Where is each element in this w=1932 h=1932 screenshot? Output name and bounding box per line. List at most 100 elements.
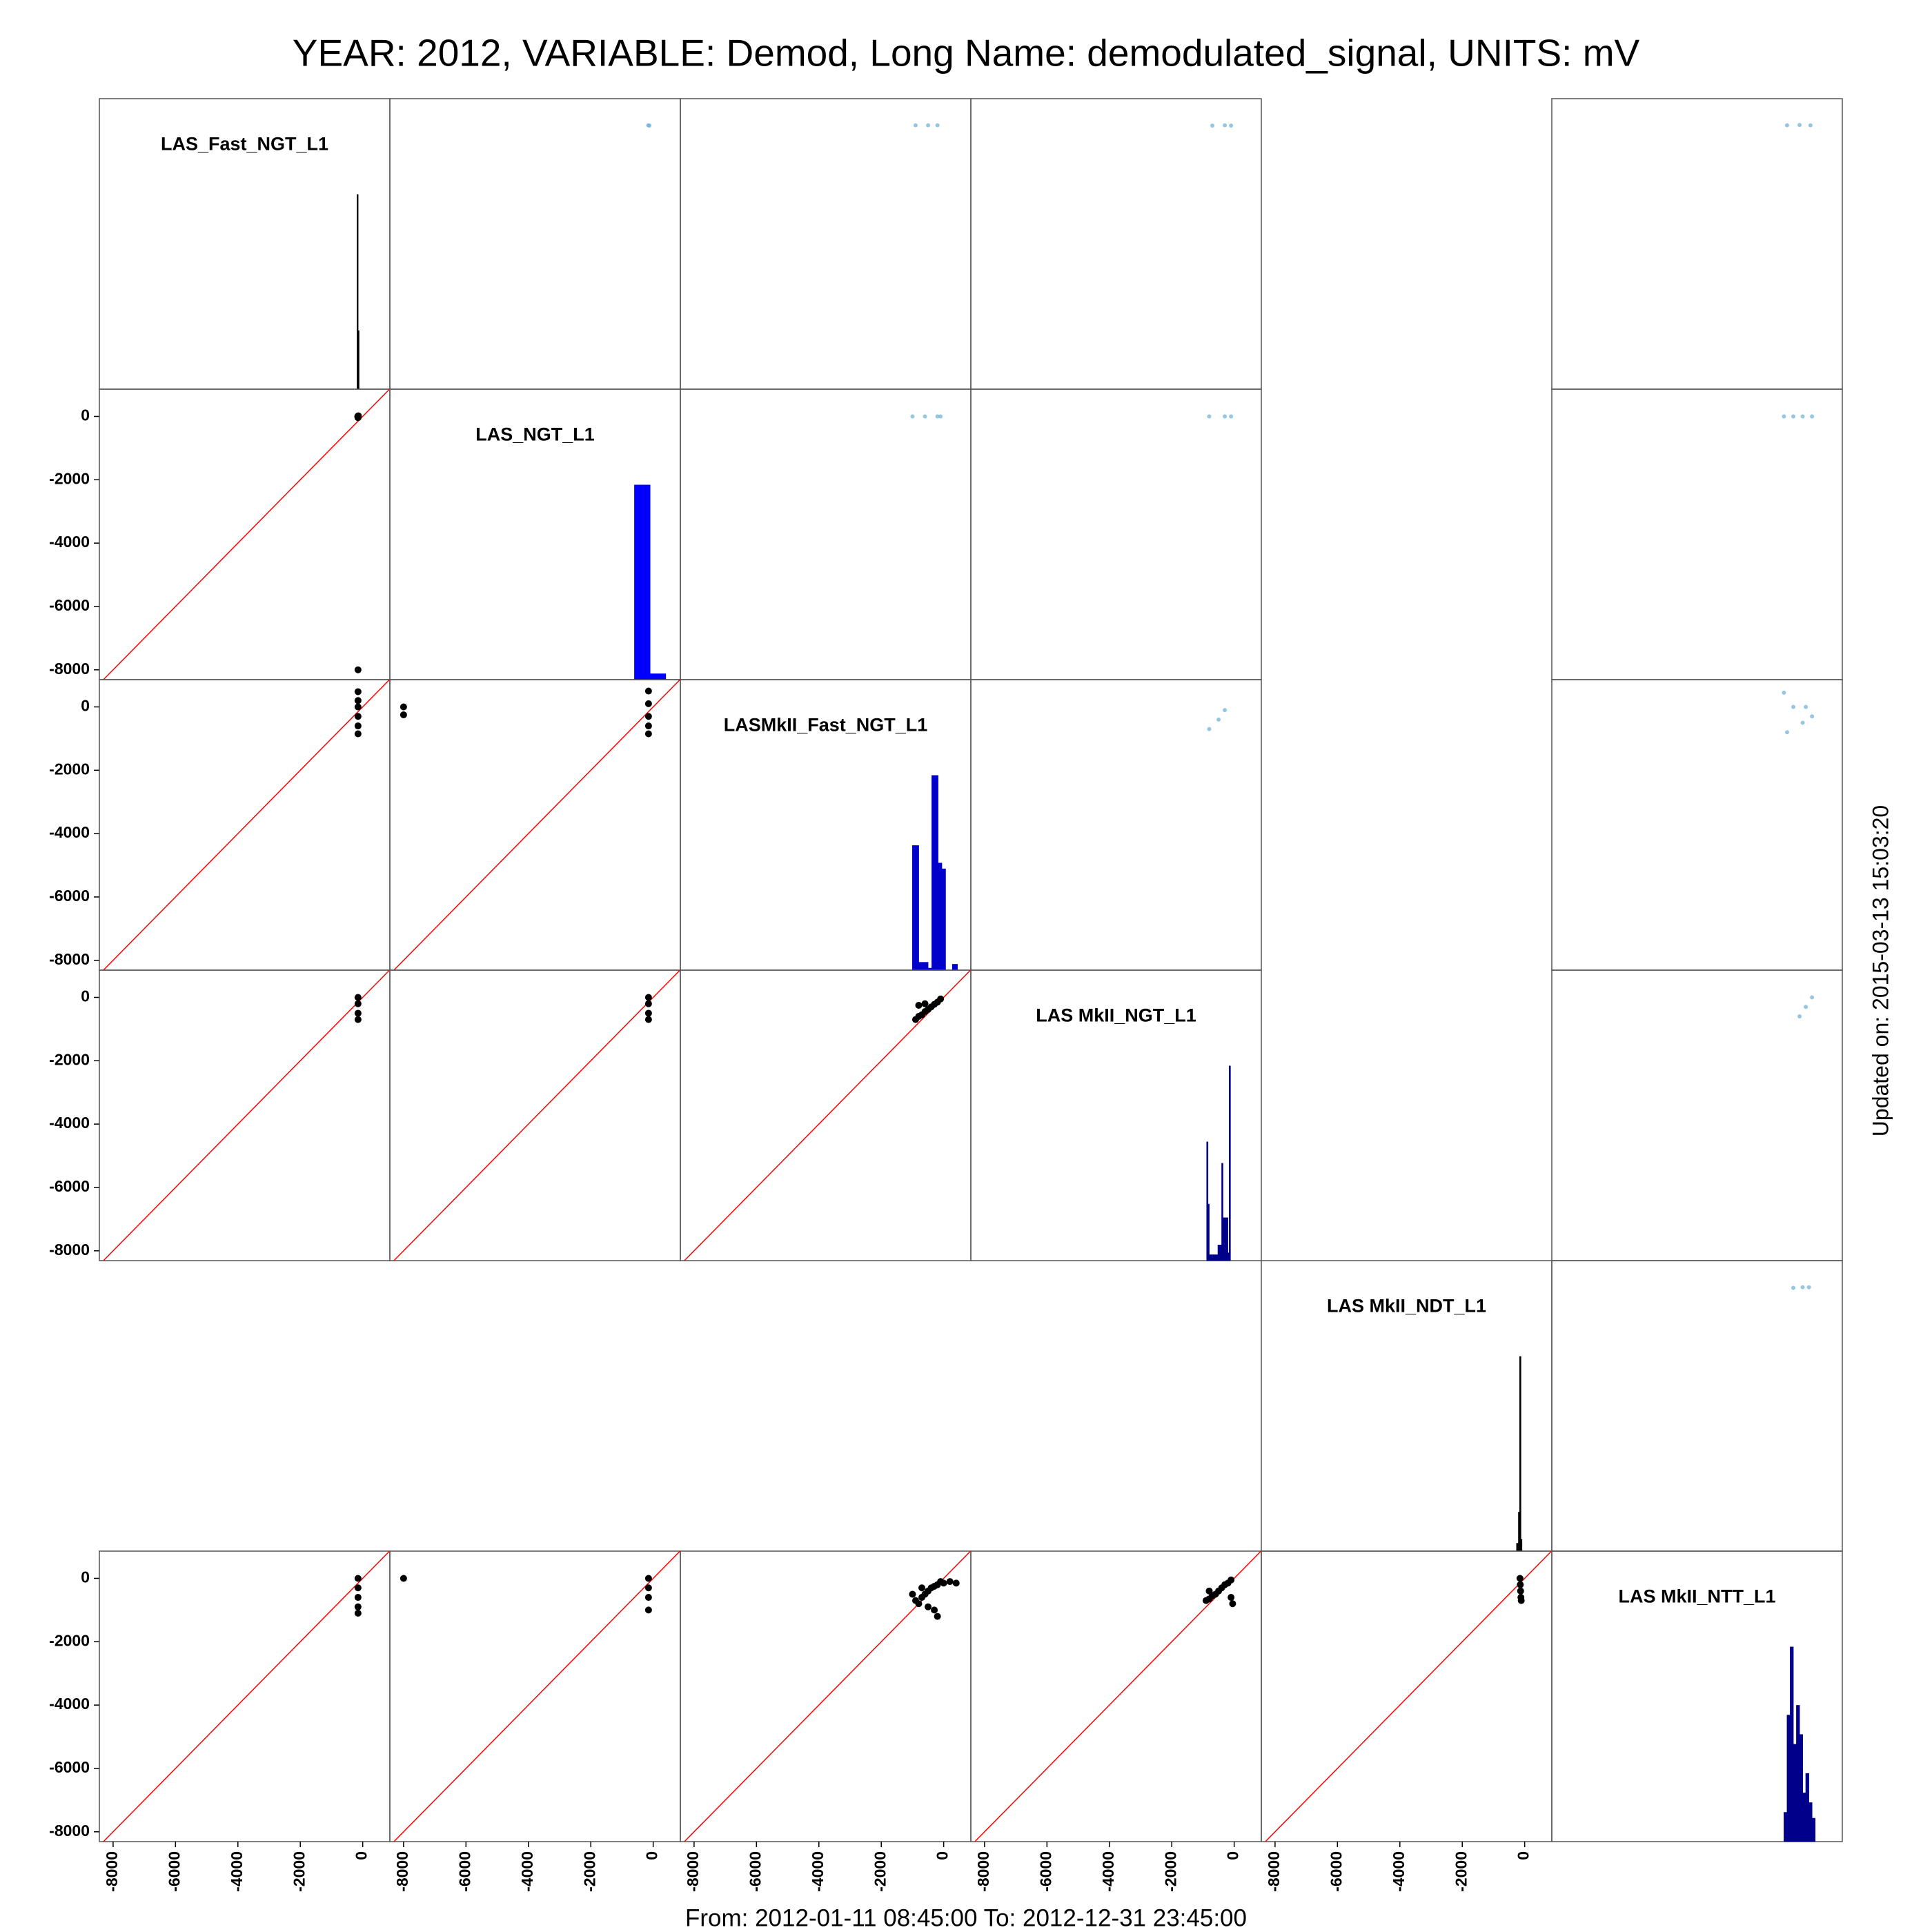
scatter-point bbox=[354, 1594, 362, 1601]
y-tick-label: -4000 bbox=[49, 1695, 90, 1713]
hist-bar bbox=[1793, 1744, 1797, 1842]
density-point bbox=[1229, 124, 1234, 128]
x-tick-label: 0 bbox=[1515, 1851, 1532, 1860]
y-tick-label: 0 bbox=[81, 406, 90, 424]
variable-label: LAS MkII_NTT_L1 bbox=[1618, 1586, 1775, 1606]
scatter-point bbox=[644, 722, 652, 730]
density-point bbox=[926, 123, 931, 128]
scatter-point bbox=[354, 722, 362, 730]
density-point bbox=[1216, 717, 1221, 722]
density-point bbox=[1800, 720, 1805, 725]
scatter-point bbox=[644, 730, 652, 738]
x-tick-label: -4000 bbox=[518, 1851, 536, 1892]
y-tick-label: -4000 bbox=[49, 533, 90, 551]
hist-bar bbox=[931, 775, 938, 971]
x-tick-label: -8000 bbox=[393, 1851, 411, 1892]
hist-bar bbox=[1811, 1817, 1816, 1842]
scatter-point bbox=[354, 1609, 362, 1617]
scatter-point bbox=[909, 1590, 916, 1598]
scatter-point bbox=[644, 1606, 652, 1614]
hist-bar bbox=[1221, 1163, 1223, 1261]
scatter-point bbox=[937, 995, 945, 1003]
density-point bbox=[1782, 690, 1786, 695]
x-tick-label: -8000 bbox=[684, 1851, 702, 1892]
scatter-point bbox=[354, 730, 362, 738]
density-point bbox=[1223, 414, 1228, 419]
density-point bbox=[935, 414, 940, 419]
y-tick-label: -4000 bbox=[49, 823, 90, 841]
x-tick-label: 0 bbox=[353, 1851, 371, 1860]
variable-label: LAS MkII_NGT_L1 bbox=[1036, 1005, 1196, 1025]
variable-label: LAS_NGT_L1 bbox=[475, 424, 595, 444]
x-tick-label: -4000 bbox=[809, 1851, 827, 1892]
hist-bar bbox=[1217, 1245, 1222, 1261]
y-tick-label: -2000 bbox=[49, 1631, 90, 1649]
identity-line bbox=[103, 1550, 391, 1842]
y-tick-label: -2000 bbox=[49, 760, 90, 778]
density-point bbox=[1810, 414, 1815, 419]
scatter-point bbox=[644, 700, 652, 707]
scatter-point bbox=[354, 994, 362, 1001]
scatter-point bbox=[934, 1613, 941, 1620]
scatter-point bbox=[644, 994, 652, 1001]
x-tick-label: -2000 bbox=[580, 1851, 598, 1892]
scatter-point bbox=[1229, 1600, 1236, 1608]
hist-bar bbox=[1805, 1773, 1810, 1842]
scatter-point bbox=[644, 1584, 652, 1592]
density-point bbox=[1808, 123, 1813, 128]
y-tick-label: -2000 bbox=[49, 469, 90, 487]
x-tick-label: 0 bbox=[934, 1851, 952, 1860]
x-tick-label: -2000 bbox=[1452, 1851, 1470, 1892]
footer: From: 2012-01-11 08:45:00 To: 2012-12-31… bbox=[685, 1904, 1247, 1931]
density-point bbox=[1791, 1285, 1796, 1290]
scatter-point bbox=[355, 412, 362, 420]
scatter-point bbox=[400, 711, 407, 718]
panel-frame bbox=[970, 679, 1262, 971]
density-point bbox=[1800, 1285, 1805, 1290]
x-tick-label: -2000 bbox=[871, 1851, 889, 1892]
scatter-point bbox=[915, 1001, 923, 1009]
y-tick-label: 0 bbox=[81, 1568, 90, 1586]
density-point bbox=[1800, 414, 1805, 419]
x-tick-label: -6000 bbox=[1036, 1851, 1054, 1892]
scatter-point bbox=[1517, 1597, 1525, 1604]
hist-bar bbox=[634, 484, 651, 680]
x-tick-label: -4000 bbox=[1099, 1851, 1117, 1892]
scatter-point bbox=[1516, 1575, 1524, 1582]
hist-bar bbox=[1208, 1203, 1210, 1261]
y-tick-label: 0 bbox=[81, 987, 90, 1005]
scatter-point bbox=[354, 697, 362, 704]
density-point bbox=[913, 123, 918, 128]
scatter-point bbox=[921, 1000, 929, 1007]
scatter-point bbox=[946, 1578, 954, 1586]
variable-label: LAS MkII_NDT_L1 bbox=[1327, 1295, 1486, 1316]
x-tick-label: -8000 bbox=[974, 1851, 992, 1892]
scatter-point bbox=[644, 1000, 652, 1007]
hist-bar bbox=[952, 964, 958, 971]
scatter-point bbox=[1517, 1581, 1524, 1588]
hist-bar bbox=[1206, 1141, 1209, 1261]
y-tick-label: -8000 bbox=[49, 1822, 90, 1840]
scatter-point bbox=[354, 688, 362, 696]
scatter-point bbox=[354, 666, 362, 673]
panel-frame bbox=[1551, 1260, 1843, 1552]
hist-bar bbox=[649, 673, 667, 680]
scatter-point bbox=[1205, 1587, 1213, 1595]
y-tick-label: -6000 bbox=[49, 887, 90, 905]
hist-bar bbox=[1222, 1217, 1229, 1261]
scatter-point bbox=[952, 1579, 960, 1587]
hist-bar bbox=[1799, 1734, 1803, 1842]
panel-frame bbox=[1551, 1550, 1843, 1842]
density-point bbox=[1804, 704, 1808, 709]
scatter-point bbox=[644, 1575, 652, 1582]
hist-bar bbox=[1808, 1802, 1813, 1842]
scatter-point bbox=[915, 1600, 923, 1608]
hist-bar bbox=[357, 330, 359, 390]
panel-frame bbox=[680, 98, 972, 390]
hist-bar bbox=[1520, 1539, 1523, 1552]
scatter-point bbox=[644, 1594, 652, 1601]
density-point bbox=[1804, 1005, 1808, 1009]
scatter-point bbox=[644, 687, 652, 695]
scatter-point bbox=[354, 1009, 362, 1017]
